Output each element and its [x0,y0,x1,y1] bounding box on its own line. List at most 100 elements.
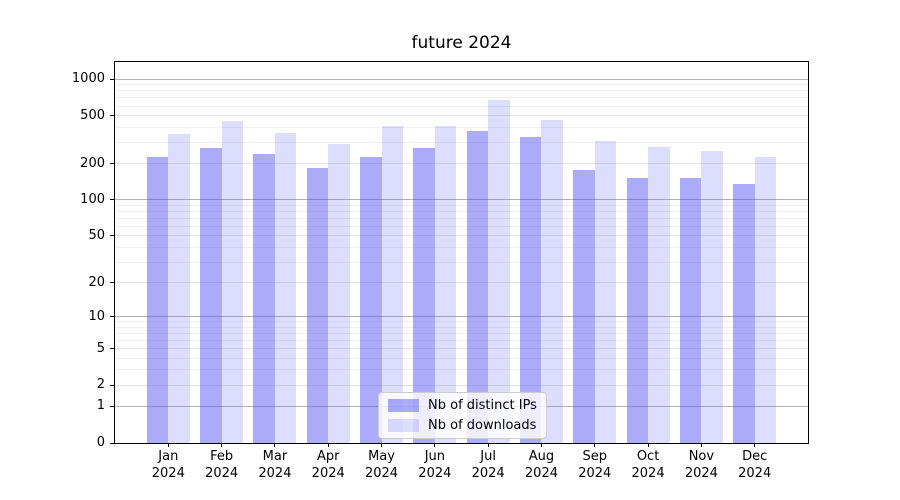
minor-gridline [115,225,808,227]
x-tick [327,443,329,447]
bar-ips-sep [573,169,595,443]
bar-downloads-dec [754,156,777,443]
y-tick [110,442,114,444]
x-tick-label: Dec 2024 [738,449,772,481]
bar-downloads-oct [648,147,670,443]
x-tick [540,443,542,447]
gridline [115,163,808,165]
y-tick-label: 5 [96,340,105,356]
minor-gridline [115,369,808,371]
x-tick-label: Jun 2024 [418,449,452,481]
y-tick-label: 0 [96,435,105,450]
x-tick [647,443,649,447]
bar-ips-jul [466,130,489,443]
y-tick [110,384,114,386]
x-tick [700,443,702,447]
legend-swatch-icon [388,399,419,412]
bar-downloads-jul [488,100,510,443]
y-tick-label: 20 [88,274,105,290]
minor-gridline [115,326,808,328]
bar-downloads-mar [274,132,297,443]
bar-ips-jan [146,156,169,443]
gridline [115,282,808,284]
x-tick-label: Oct 2024 [631,449,665,481]
minor-gridline [115,97,808,99]
y-tick-label: 100 [80,191,105,207]
y-tick [110,78,114,80]
y-tick [110,199,114,201]
major-gridline [115,199,808,201]
minor-gridline [115,321,808,323]
chart-title: future 2024 [411,33,512,53]
x-tick [221,443,223,447]
major-gridline [115,78,808,80]
gridline [115,115,808,117]
y-tick [110,235,114,237]
legend-swatch-icon [388,419,419,432]
bar-ips-jun [413,147,435,443]
x-tick [487,443,489,447]
x-tick-label: May 2024 [364,449,399,481]
y-tick [110,282,114,284]
bar-downloads-aug [541,120,563,443]
bar-downloads-jan [168,134,190,443]
y-tick-label: 1000 [71,71,105,87]
gridline [115,384,808,386]
y-tick [110,316,114,318]
x-tick [594,443,596,447]
y-tick-label: 500 [80,107,105,123]
minor-gridline [115,84,808,86]
x-tick-label: Feb 2024 [205,449,239,481]
y-tick-label: 2 [96,377,105,393]
x-tick-label: Jan 2024 [151,449,185,481]
minor-gridline [115,105,808,107]
minor-gridline [115,90,808,92]
minor-gridline [115,211,808,213]
legend-label: Nb of distinct IPs [428,398,537,413]
bar-ips-oct [626,177,649,443]
minor-gridline [115,340,808,341]
bar-ips-nov [679,178,702,443]
y-tick-label: 10 [88,308,105,324]
y-tick [110,163,114,165]
bar-downloads-nov [701,150,723,443]
y-tick [110,115,114,117]
x-tick [754,443,756,447]
minor-gridline [115,204,808,206]
legend-item: Nb of distinct IPs [388,398,537,413]
x-tick-label: Mar 2024 [258,449,292,481]
bar-ips-may [360,156,382,443]
minor-gridline [115,357,808,359]
x-tick-label: Nov 2024 [684,449,718,481]
gridline [115,348,808,350]
minor-gridline [115,261,808,263]
y-tick-label: 200 [80,155,105,171]
x-tick [434,443,436,447]
minor-gridline [115,246,808,248]
x-tick-label: Apr 2024 [311,449,345,481]
x-tick-label: Jul 2024 [471,449,505,481]
bar-downloads-apr [328,144,350,443]
y-tick-label: 1 [96,398,105,414]
bar-downloads-feb [221,121,244,443]
y-tick-label: 50 [88,227,105,243]
x-tick [381,443,383,447]
x-tick [274,443,276,447]
bar-downloads-may [381,125,404,443]
minor-gridline [115,217,808,219]
plot-area: 0 1 2 5 10 20 50 100 200 500 1000 Jan 2024 Feb 2024 M… [72,61,809,481]
x-tick-label: Aug 2024 [524,449,558,481]
x-tick [167,443,169,447]
legend-item: Nb of downloads [388,418,537,433]
minor-gridline [115,141,808,143]
bar-ips-aug [519,136,542,443]
y-tick [110,405,114,407]
major-gridline [115,316,808,318]
bar-downloads-sep [594,141,617,443]
bar-downloads-jun [434,126,457,443]
bar-ips-dec [733,183,755,443]
bar-ips-apr [306,168,329,443]
bar-ips-feb [200,147,222,443]
y-tick [110,348,114,350]
